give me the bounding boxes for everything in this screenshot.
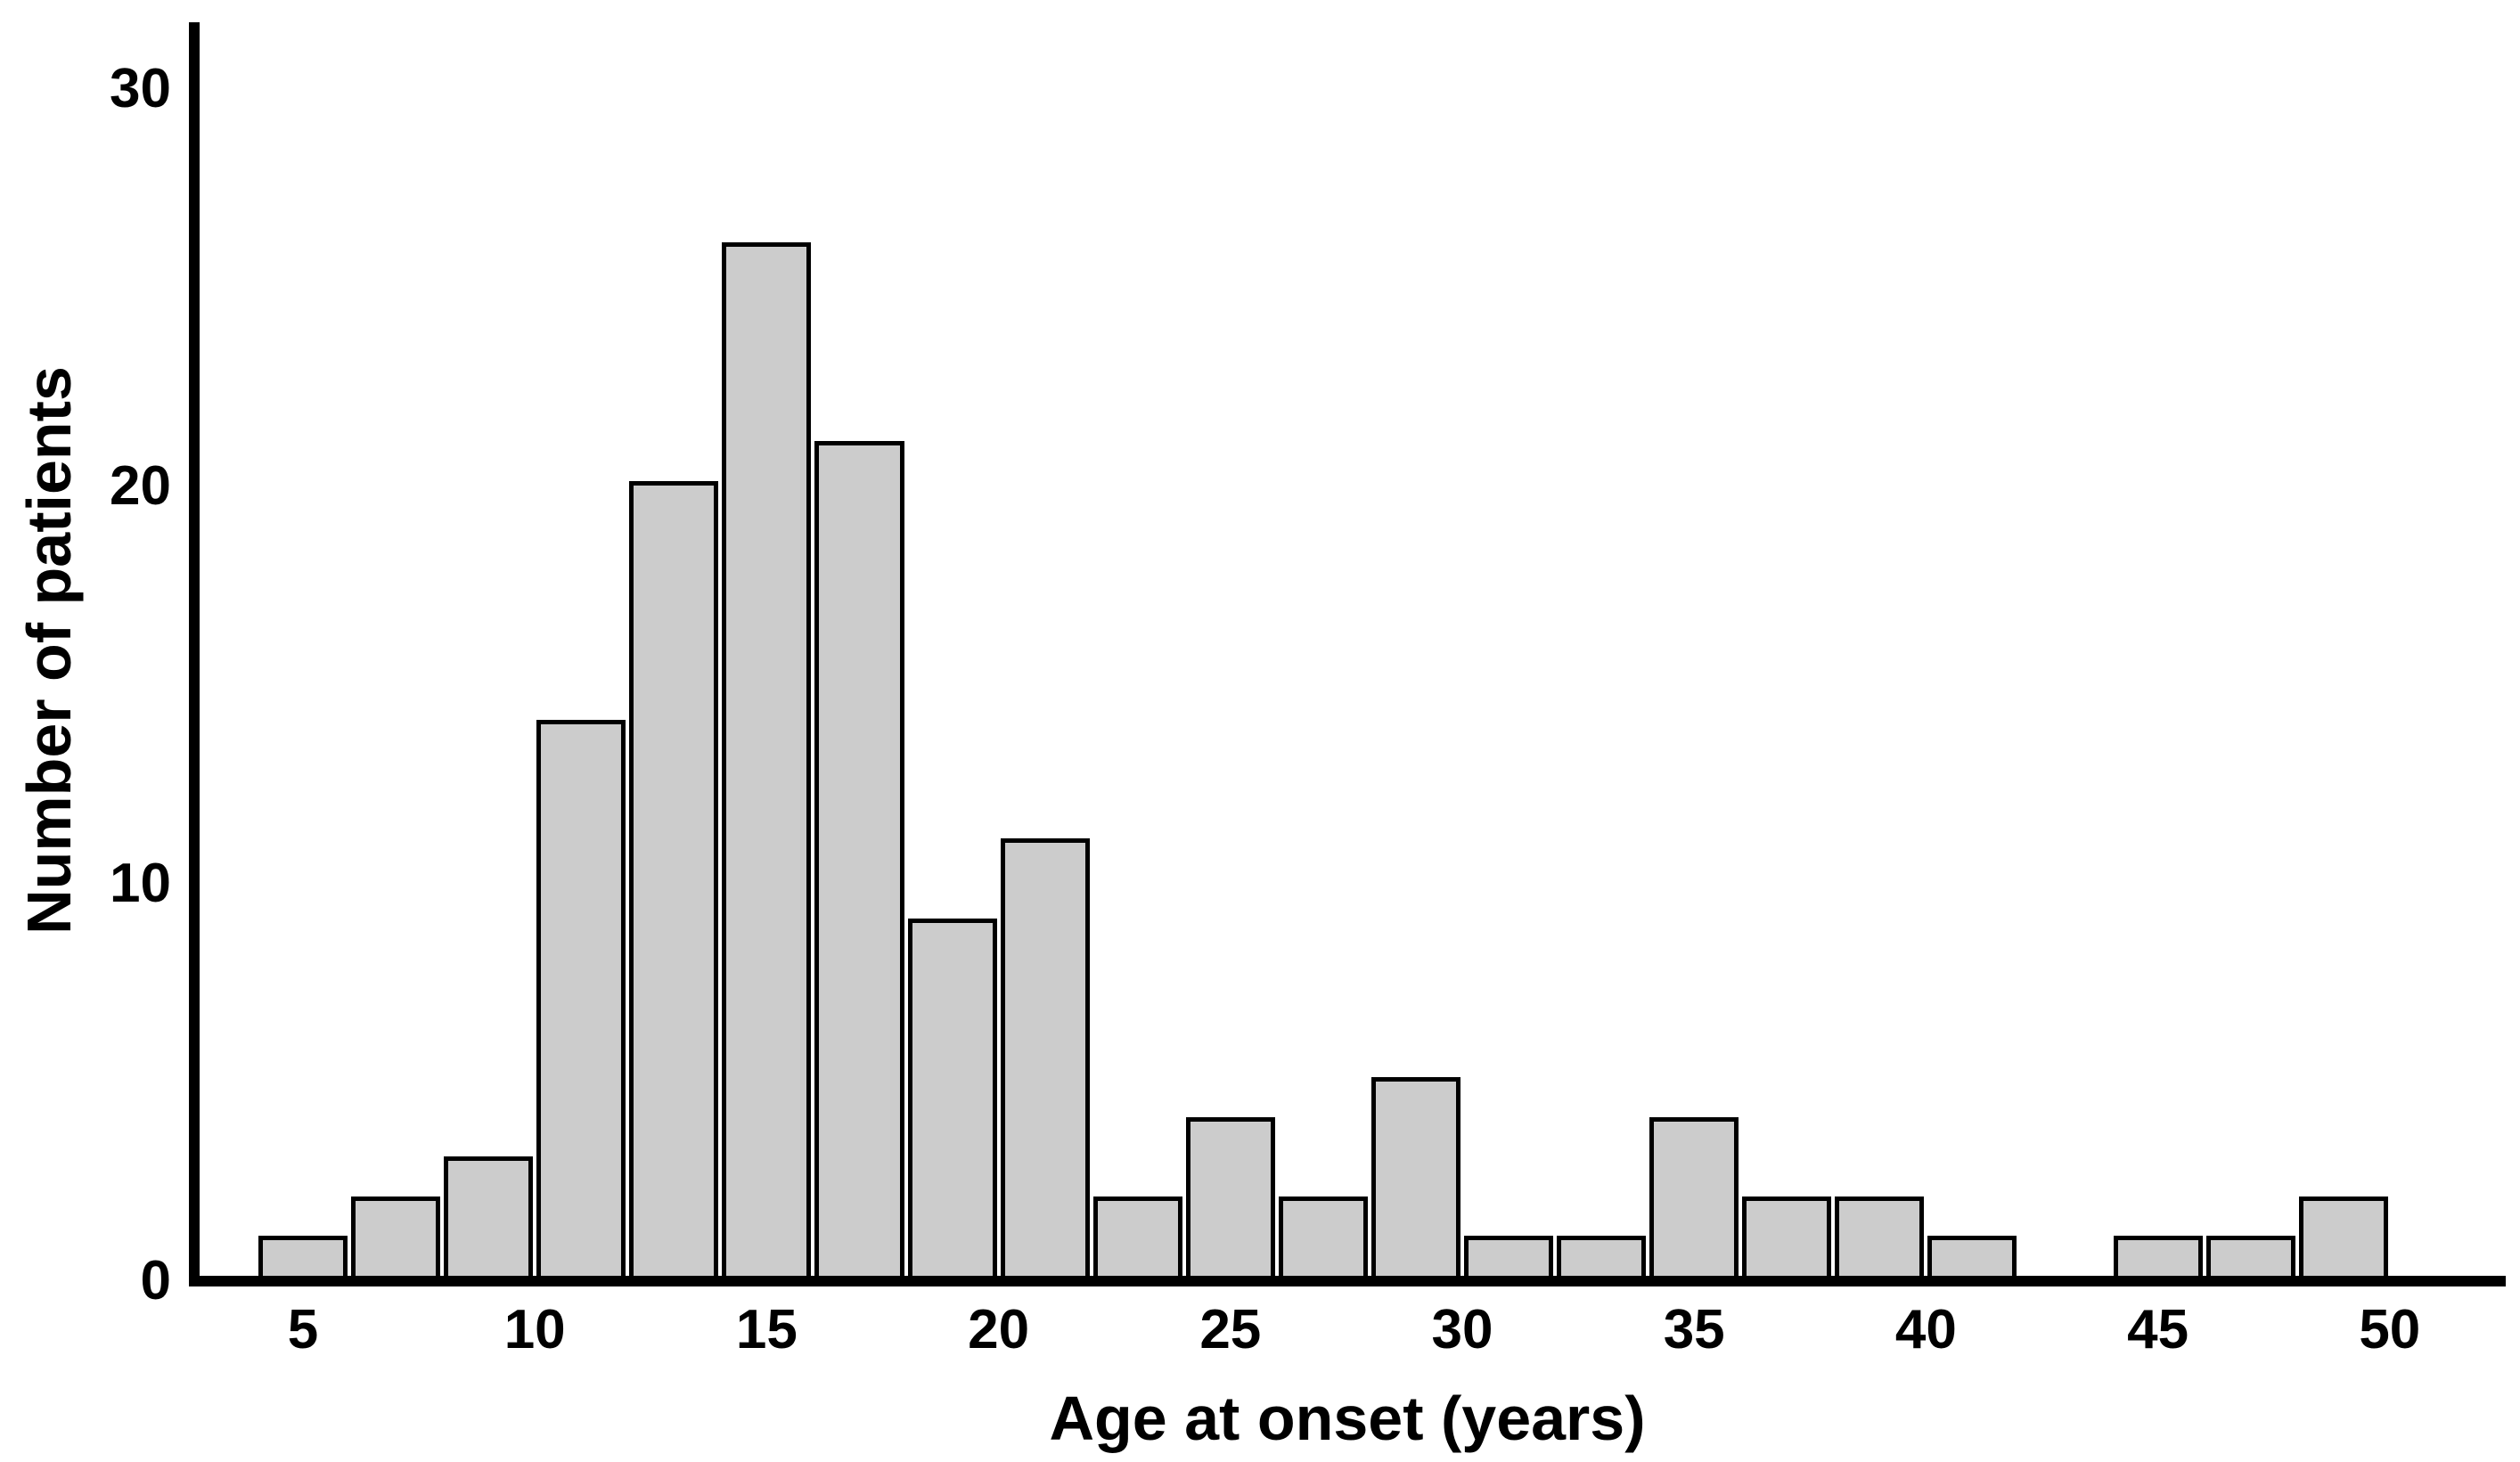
bar-age-24-26	[1185, 1116, 1275, 1281]
y-tick-label-30: 30	[110, 58, 171, 119]
x-tick-label-20: 20	[968, 1299, 1030, 1360]
bar-age-4-6	[258, 1236, 348, 1281]
bar-age-8-10	[444, 1156, 534, 1281]
bar-age-46-48	[2205, 1236, 2295, 1281]
x-tick-label-50: 50	[2359, 1299, 2421, 1360]
bar-age-6-8	[351, 1196, 441, 1281]
bar-age-10-12	[536, 719, 626, 1281]
bar-age-48-50	[2298, 1196, 2388, 1281]
y-tick-label-0: 0	[140, 1250, 171, 1311]
bar-age-30-32	[1464, 1236, 1554, 1281]
x-axis-title: Age at onset (years)	[1049, 1384, 1646, 1453]
x-tick-label-5: 5	[287, 1299, 319, 1360]
bar-age-38-40	[1835, 1196, 1925, 1281]
bar-age-14-16	[722, 242, 812, 1281]
bar-age-28-30	[1370, 1077, 1460, 1281]
x-tick-label-10: 10	[503, 1299, 566, 1360]
y-axis-line	[189, 22, 200, 1286]
bar-age-22-24	[1092, 1196, 1182, 1281]
y-tick-label-20: 20	[110, 455, 171, 517]
x-tick-label-45: 45	[2127, 1299, 2189, 1360]
x-tick-label-25: 25	[1199, 1299, 1262, 1360]
bar-age-32-34	[1557, 1236, 1647, 1281]
bar-age-34-36	[1649, 1116, 1739, 1281]
bar-age-26-28	[1278, 1196, 1368, 1281]
y-axis-title: Number of patients	[14, 366, 84, 935]
x-tick-label-40: 40	[1894, 1299, 1957, 1360]
bar-age-12-14	[629, 481, 719, 1281]
bar-age-20-22	[1000, 838, 1090, 1281]
bar-age-18-20	[907, 918, 997, 1281]
bar-age-16-18	[814, 441, 904, 1281]
x-axis-line	[189, 1276, 2506, 1286]
x-tick-label-30: 30	[1431, 1299, 1493, 1360]
bar-age-36-38	[1742, 1196, 1832, 1281]
y-tick-label-10: 10	[110, 853, 171, 914]
x-tick-label-35: 35	[1663, 1299, 1725, 1360]
x-tick-label-15: 15	[735, 1299, 798, 1360]
bar-age-44-46	[2113, 1236, 2203, 1281]
bar-age-40-42	[1927, 1236, 2017, 1281]
